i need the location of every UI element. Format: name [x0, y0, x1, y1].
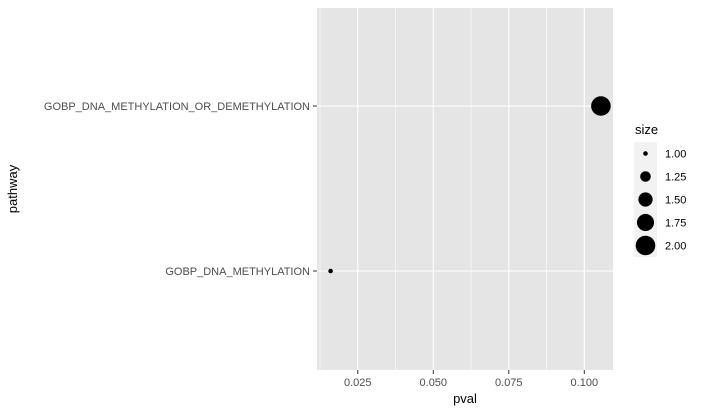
legend-key-symbol: [636, 213, 655, 232]
major-gridlines: [317, 8, 613, 370]
x-tick-label: 0.025: [344, 377, 372, 389]
y-axis-ticks: GOBP_DNA_METHYLATION_OR_DEMETHYLATION GOB…: [44, 101, 317, 278]
legend-key-symbol: [643, 151, 648, 156]
legend-label: 1.00: [665, 149, 686, 161]
legend-key-symbol: [640, 171, 651, 182]
minor-gridlines: [319, 8, 547, 370]
x-axis-ticks: 0.025 0.050 0.075 0.100: [344, 370, 598, 389]
legend-label: 1.75: [665, 218, 686, 230]
x-tick-label: 0.075: [495, 377, 523, 389]
x-tick-label: 0.050: [420, 377, 448, 389]
plot-panel: [317, 8, 613, 370]
legend-label: 1.25: [665, 172, 686, 184]
y-tick-label: GOBP_DNA_METHYLATION_OR_DEMETHYLATION: [44, 101, 310, 113]
legend-key-symbol: [638, 192, 653, 207]
y-tick-label: GOBP_DNA_METHYLATION: [165, 266, 310, 278]
data-point: [328, 268, 333, 274]
y-axis-title: pathway: [5, 164, 20, 213]
legend-key-symbol: [635, 235, 656, 256]
x-axis-title: pval: [453, 391, 477, 406]
legend-keys: 1.00 1.25 1.50 1.75 2.00: [634, 142, 686, 257]
x-tick-label: 0.100: [571, 377, 599, 389]
data-point: [591, 96, 611, 116]
legend-label: 1.50: [665, 195, 686, 207]
size-legend: size 1.00 1.25 1.50 1.75 2.00: [634, 122, 686, 257]
legend-title: size: [635, 122, 658, 137]
legend-label: 2.00: [665, 241, 686, 253]
data-points: [328, 96, 611, 274]
